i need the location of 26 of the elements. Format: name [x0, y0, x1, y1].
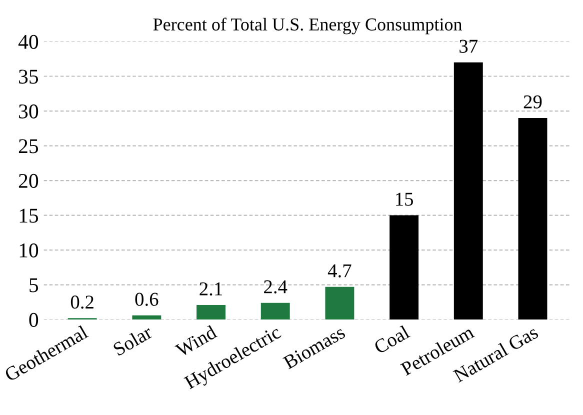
x-tick-label: Solar — [112, 324, 154, 356]
bar — [390, 215, 419, 320]
chart-title: Percent of Total U.S. Energy Consumption — [153, 18, 462, 34]
data-label: 4.7 — [328, 264, 352, 278]
y-tick-label: 25 — [18, 139, 38, 154]
bar — [132, 315, 162, 320]
data-label: 15 — [396, 192, 414, 206]
y-tick-label: 5 — [30, 278, 38, 292]
data-label: 37 — [460, 40, 478, 53]
y-tick-label: 15 — [20, 208, 38, 223]
bar — [454, 62, 483, 320]
y-tick-label: 35 — [19, 70, 38, 84]
y-tick-label: 10 — [20, 243, 38, 258]
bar — [518, 118, 548, 320]
bar — [325, 286, 354, 320]
bar — [260, 302, 290, 320]
y-tick-label: 40 — [18, 34, 38, 49]
data-label: 2.4 — [264, 280, 288, 294]
data-label: 0.6 — [135, 292, 158, 306]
y-tick-label: 20 — [18, 174, 38, 188]
bar — [196, 304, 226, 320]
data-label: 0.2 — [70, 296, 94, 309]
y-tick-label: 30 — [19, 104, 38, 118]
data-label: 2.1 — [200, 282, 222, 296]
data-label: 29 — [524, 95, 542, 108]
y-tick-label: 0 — [29, 312, 38, 327]
